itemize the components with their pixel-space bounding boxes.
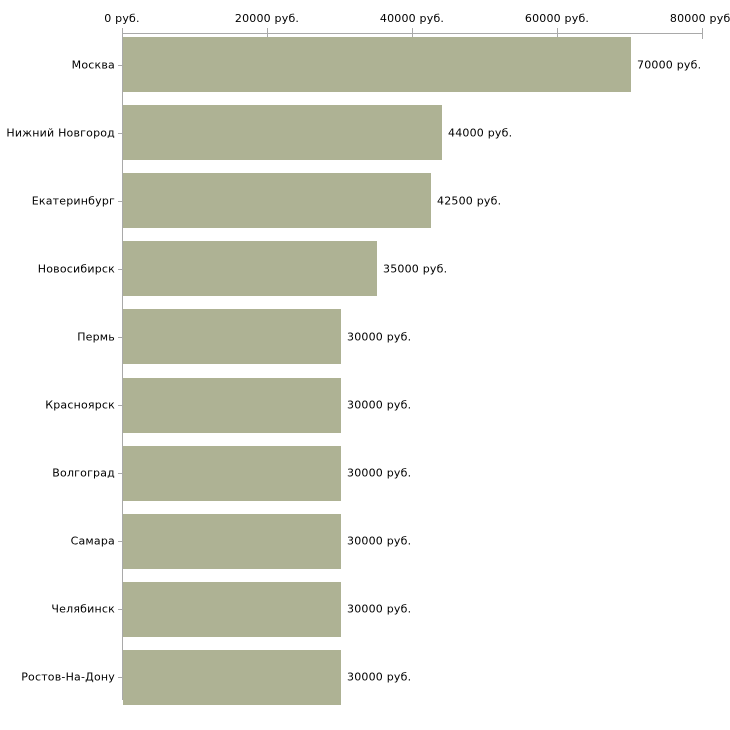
bar-value-label: 35000 руб. [383, 262, 448, 276]
x-axis-tick [702, 28, 703, 39]
bar[interactable] [123, 309, 341, 364]
bar-value-label: 44000 руб. [448, 126, 513, 140]
y-axis-category-label: Новосибирск [37, 262, 115, 276]
y-axis-category-label: Нижний Новгород [6, 126, 115, 140]
bar[interactable] [123, 650, 341, 705]
bar-value-label: 30000 руб. [347, 330, 412, 344]
y-axis-tick [118, 201, 123, 202]
y-axis-tick [118, 269, 123, 270]
bar-value-label: 70000 руб. [637, 58, 702, 72]
y-axis-category-label: Самара [70, 534, 115, 548]
y-axis-category-label: Пермь [77, 330, 115, 344]
bar[interactable] [123, 446, 341, 501]
bar[interactable] [123, 582, 341, 637]
bar[interactable] [123, 173, 431, 228]
y-axis-category-label: Ростов-На-Дону [21, 670, 115, 684]
y-axis-category-label: Волгоград [52, 466, 115, 480]
x-axis-tick-label: 80000 руб. [669, 12, 730, 25]
bar[interactable] [123, 105, 442, 160]
y-axis-tick [118, 133, 123, 134]
y-axis-category-label: Москва [71, 58, 115, 71]
y-axis-tick [118, 677, 123, 678]
y-axis-tick [118, 473, 123, 474]
x-axis-tick-label: 60000 руб. [524, 12, 590, 25]
y-axis-tick [118, 541, 123, 542]
y-axis-tick [118, 337, 123, 338]
y-axis-category-label: Красноярск [45, 398, 115, 412]
bar[interactable] [123, 378, 341, 433]
bar-value-label: 30000 руб. [347, 602, 412, 616]
bar-value-label: 30000 руб. [347, 670, 412, 684]
y-axis-line [122, 33, 123, 700]
y-axis-category-label: Екатеринбург [31, 194, 115, 208]
x-axis-tick [267, 28, 268, 39]
x-axis-tick-label: 40000 руб. [379, 12, 445, 25]
bar-value-label: 30000 руб. [347, 466, 412, 480]
x-axis-tick-label: 0 руб. [104, 12, 140, 25]
bar-value-label: 42500 руб. [437, 194, 502, 208]
bar[interactable] [123, 37, 631, 92]
bar-value-label: 30000 руб. [347, 398, 412, 412]
y-axis-tick [118, 405, 123, 406]
x-axis-tick [122, 28, 123, 39]
x-axis-tick-label: 20000 руб. [234, 12, 300, 25]
y-axis-category-label: Челябинск [51, 602, 115, 616]
y-axis-tick [118, 609, 123, 610]
bar-value-label: 30000 руб. [347, 534, 412, 548]
y-axis-tick [118, 65, 123, 66]
x-axis-tick [412, 28, 413, 39]
bar[interactable] [123, 241, 377, 296]
x-axis-tick [557, 28, 558, 39]
bar[interactable] [123, 514, 341, 569]
